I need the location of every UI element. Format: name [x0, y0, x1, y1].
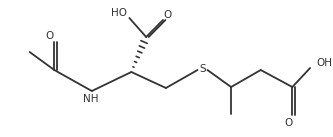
Text: OH: OH	[316, 58, 332, 68]
Text: NH: NH	[83, 94, 99, 104]
Text: O: O	[164, 10, 172, 20]
Text: O: O	[284, 118, 292, 128]
Text: O: O	[45, 31, 54, 41]
Text: S: S	[199, 64, 206, 74]
Text: HO: HO	[111, 8, 127, 18]
